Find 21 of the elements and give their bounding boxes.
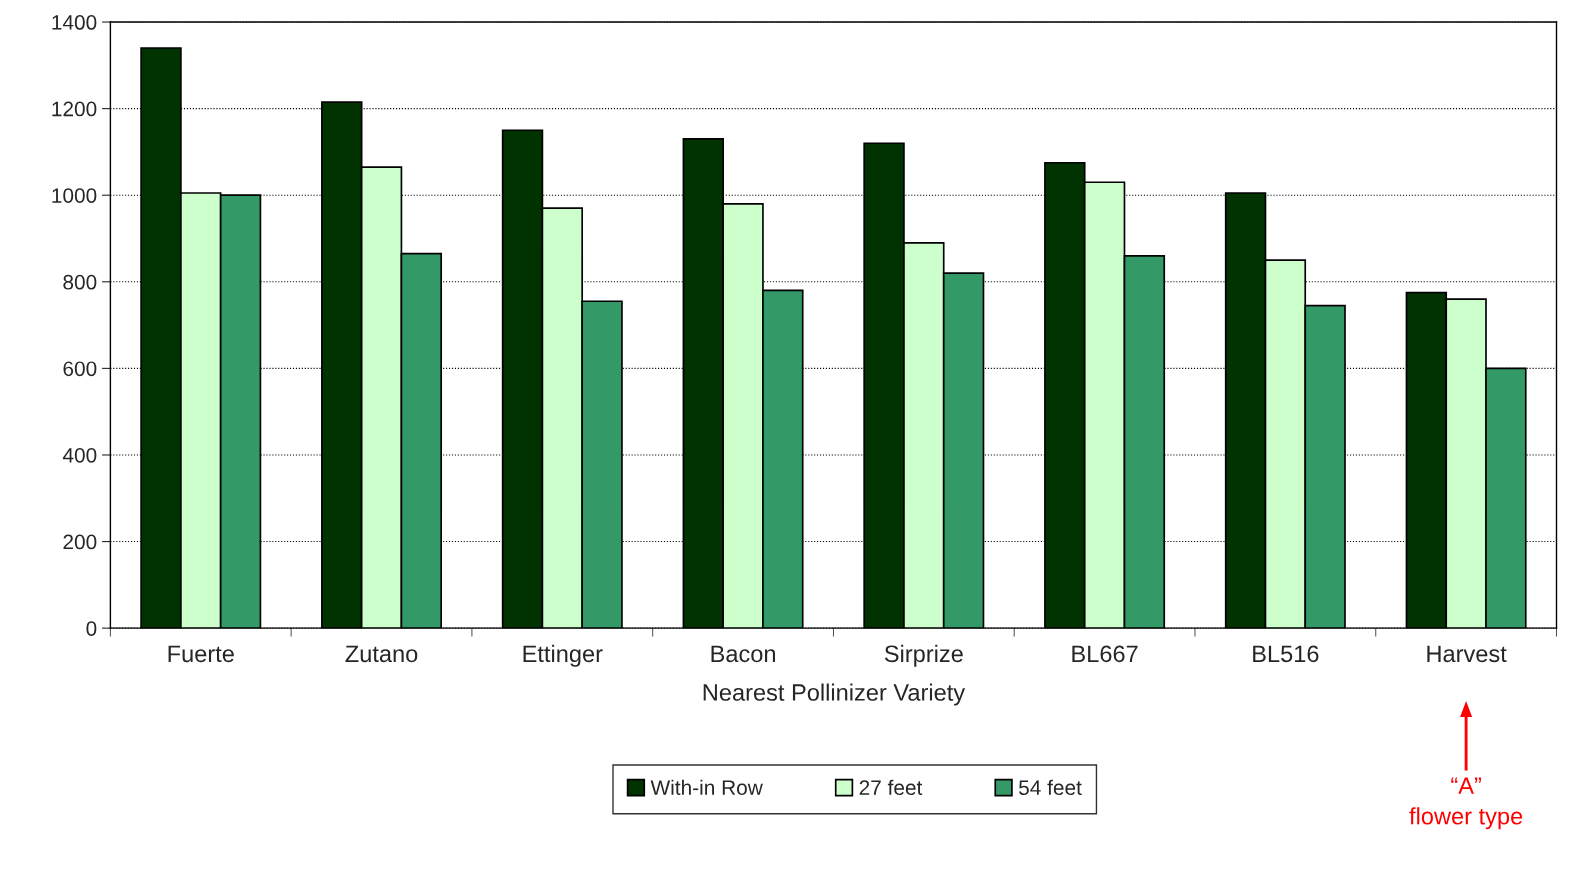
y-tick-label: 1400	[52, 15, 97, 30]
legend-label: With-in Row	[650, 779, 763, 796]
x-tick-label: BL667	[1072, 645, 1138, 663]
y-tick-label: 800	[63, 274, 97, 290]
x-tick-label: Sirprize	[884, 644, 963, 667]
x-tick-label: Bacon	[711, 645, 776, 663]
x-tick-label: Fuerte	[168, 645, 234, 663]
y-tick-label: 200	[63, 534, 97, 550]
y-tick-label: 1000	[52, 188, 97, 203]
legend-label: 27 feet	[859, 779, 923, 796]
text: “A” flower type	[1409, 777, 1523, 830]
y-tick-label: 1200	[52, 101, 97, 117]
y-tick-label: 400	[62, 447, 97, 463]
x-tick-label: BL516	[1253, 645, 1319, 663]
x-tick-label: Harvest	[1427, 645, 1507, 663]
x-tick-label: Ettinger	[523, 644, 603, 667]
x-tick-label: Zutano	[345, 645, 418, 663]
y-tick-label: 600	[63, 361, 97, 377]
legend-label: 54 feet	[1019, 779, 1082, 796]
x-axis-title: Nearest Pollinizer Variety	[703, 683, 966, 706]
y-tick-label: 0	[86, 621, 97, 636]
